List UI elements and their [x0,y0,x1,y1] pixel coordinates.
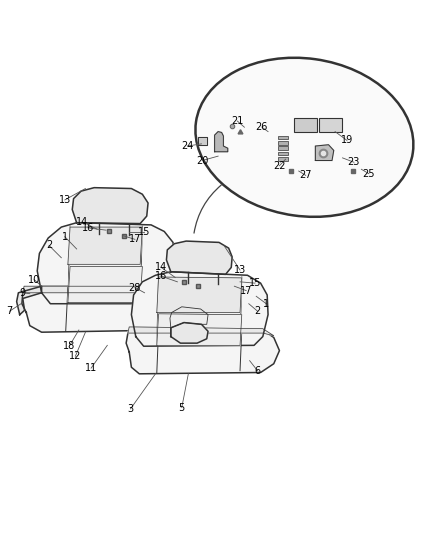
Text: 13: 13 [59,195,71,205]
Text: 25: 25 [363,168,375,179]
Text: 10: 10 [28,274,40,285]
Text: 7: 7 [7,306,13,316]
Text: 20: 20 [196,156,208,166]
Polygon shape [315,145,334,160]
Text: 13: 13 [234,265,246,275]
Text: 21: 21 [231,116,244,126]
Text: 26: 26 [256,122,268,132]
Bar [278,147,288,150]
Ellipse shape [195,58,413,217]
Text: 5: 5 [179,402,185,413]
Bar [278,152,288,155]
Text: 1: 1 [263,298,269,309]
Text: 17: 17 [240,286,252,296]
Text: 23: 23 [348,157,360,167]
Bar [278,136,288,140]
Text: 15: 15 [249,278,261,288]
Text: 18: 18 [63,341,75,351]
Bar [294,118,317,132]
Polygon shape [126,328,279,374]
Text: 2: 2 [254,306,261,316]
Polygon shape [131,272,268,346]
Bar [278,157,288,160]
Bar [319,118,342,132]
Bar [278,141,288,145]
Text: 14: 14 [155,262,167,272]
Polygon shape [166,241,232,274]
Text: 1: 1 [62,232,68,242]
Polygon shape [37,223,175,304]
Polygon shape [157,314,242,345]
Polygon shape [171,322,208,343]
Text: 22: 22 [273,161,286,171]
Text: 14: 14 [76,217,88,227]
Text: 16: 16 [155,271,167,281]
Text: 3: 3 [127,404,134,414]
Text: 28: 28 [129,282,141,293]
Polygon shape [68,227,142,264]
Polygon shape [157,277,242,312]
Polygon shape [198,138,207,145]
Text: 16: 16 [82,223,95,233]
Text: 11: 11 [85,363,97,373]
Polygon shape [170,307,208,336]
Text: 12: 12 [69,351,81,361]
Text: 19: 19 [341,135,353,146]
Polygon shape [72,188,148,223]
Polygon shape [22,286,188,332]
Text: 2: 2 [46,240,52,251]
Text: 24: 24 [181,141,194,151]
Polygon shape [23,286,182,293]
Text: 27: 27 [300,171,312,180]
Polygon shape [68,266,142,302]
Polygon shape [215,132,228,152]
Text: 17: 17 [129,235,141,244]
Text: 15: 15 [138,228,150,237]
Text: 9: 9 [20,288,26,298]
Text: 6: 6 [254,366,261,376]
Polygon shape [128,327,274,336]
Polygon shape [17,286,42,314]
